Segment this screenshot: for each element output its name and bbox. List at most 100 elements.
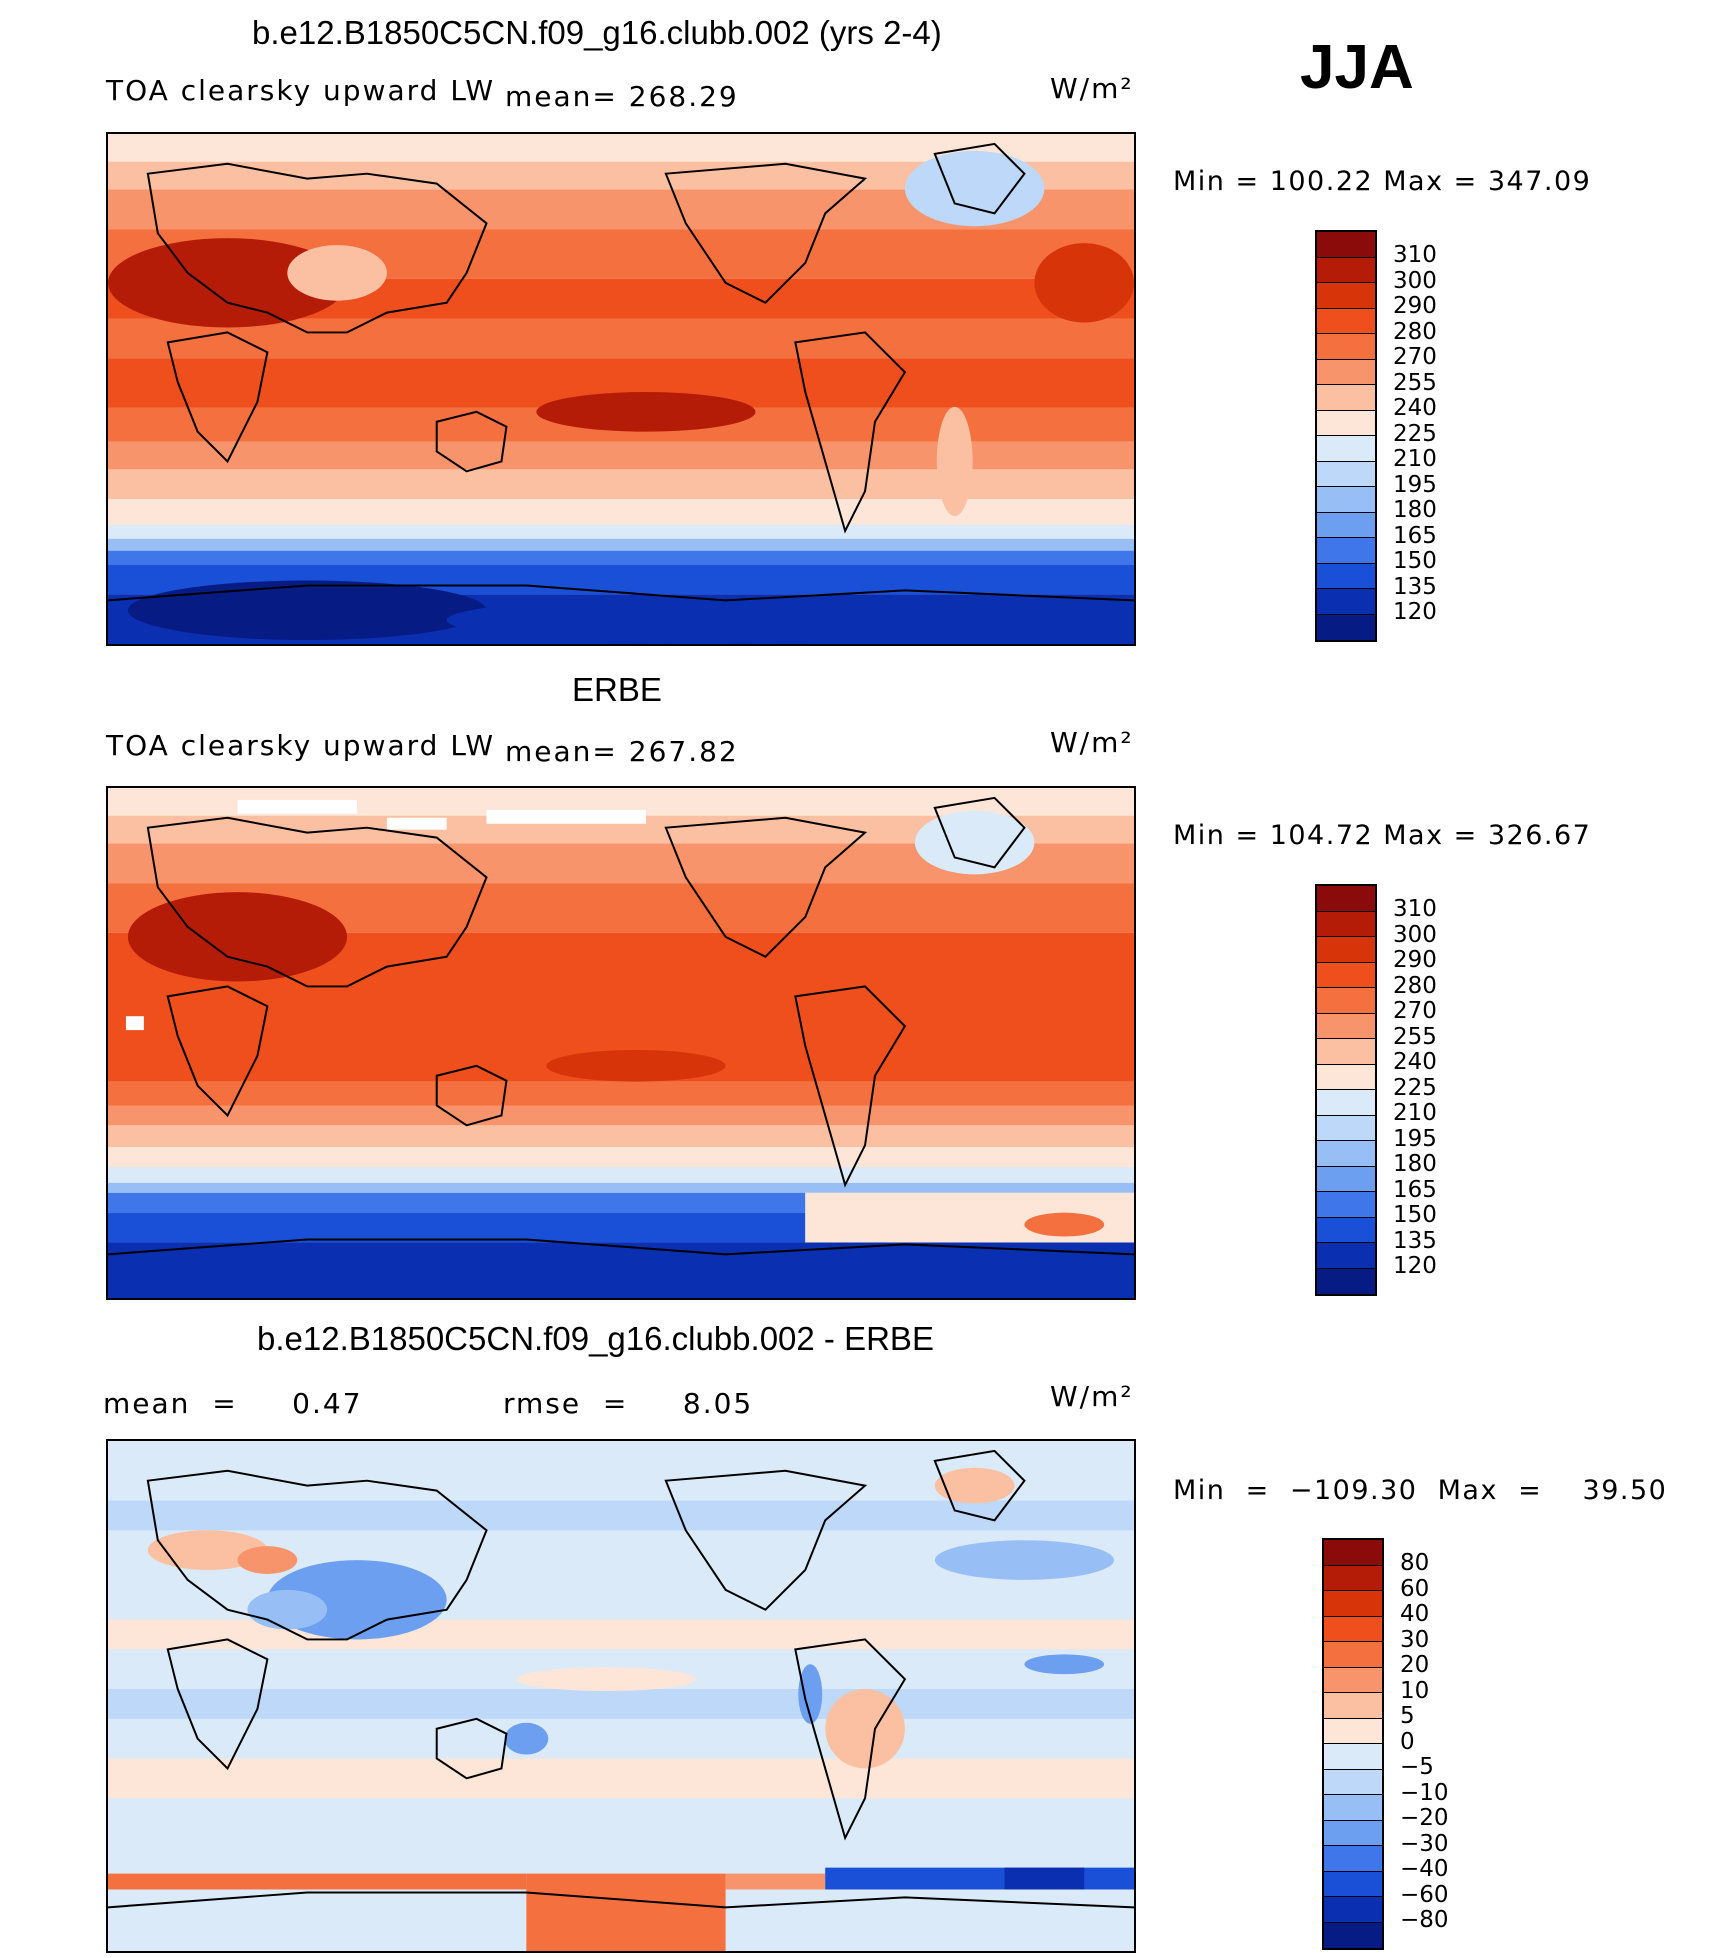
panel3-minmax: Min = −109.30 Max = 39.50 [1173,1475,1668,1506]
panel1-colorbar-swatch [1317,334,1375,360]
panel3-colorbar-swatch [1324,1693,1382,1719]
panel3-colorbar-swatch [1324,1744,1382,1770]
panel2-colorbar-swatch [1317,1192,1375,1218]
panel2-colorbar-swatch [1317,962,1375,988]
panel3-colorbar-swatch [1324,1642,1382,1668]
panel3-colorbar-swatch [1324,1922,1382,1948]
panel2-variable: TOA clearsky upward LW [106,729,496,762]
panel3-colorbar-swatch [1324,1846,1382,1872]
panel3-colorbar-swatch [1324,1718,1382,1744]
panel3-colorbar-label: −5 [1400,1754,1434,1780]
panel2-colorbar-swatch [1317,911,1375,937]
panel3-colorbar-label: −80 [1400,1907,1449,1933]
panel3-colorbar-label: −20 [1400,1805,1449,1831]
panel2-colorbar-swatch [1317,1217,1375,1243]
panel2-colorbar-label: 225 [1393,1074,1437,1101]
panel2-colorbar-label: 120 [1393,1253,1437,1279]
panel1-mean: mean= 268.29 [505,80,739,113]
panel3-colorbar-label: 60 [1400,1575,1430,1602]
panel3-colorbar-swatch [1324,1795,1382,1821]
panel2-colorbar-swatch [1317,886,1375,912]
panel1-units: W/m² [1050,72,1134,105]
panel1-colorbar-label: 225 [1393,420,1437,447]
panel3-colorbar-label: 40 [1400,1601,1430,1627]
panel2-colorbar-swatch [1317,988,1375,1014]
panel2-colorbar-label: 240 [1393,1049,1437,1075]
panel1-colorbar-swatch [1317,512,1375,538]
panel3-mean: mean = 0.47 [103,1387,363,1420]
season-label: JJA [1300,33,1414,102]
panel3-map [106,1439,1136,1953]
panel1-colorbar-swatch [1317,487,1375,513]
panel1-colorbar-swatch [1317,359,1375,385]
panel3-colorbar-label: −40 [1400,1856,1449,1882]
panel2-mean: mean= 267.82 [505,735,739,768]
panel1-minmax: Min = 100.22 Max = 347.09 [1173,166,1592,197]
panel2-minmax: Min = 104.72 Max = 326.67 [1173,820,1592,851]
panel3-colorbar-label: 5 [1400,1703,1415,1729]
panel1-colorbar-swatch [1317,308,1375,334]
panel2-colorbar-swatch [1317,1166,1375,1192]
panel1-map [106,132,1136,646]
panel1-colorbar-label: 195 [1393,471,1437,498]
panel3-field [108,1441,1134,1951]
panel2-colorbar-label: 210 [1393,1100,1437,1126]
panel3-colorbar-swatch [1324,1897,1382,1923]
panel1-colorbar-label: 310 [1393,242,1437,268]
panel2-colorbar-label: 180 [1393,1151,1437,1177]
panel1-colorbar-label: 165 [1393,522,1437,549]
panel1-variable: TOA clearsky upward LW [106,74,496,107]
panel3-colorbar-swatch [1324,1667,1382,1693]
panel2-title: ERBE [572,671,662,708]
panel2-colorbar-swatch [1317,1064,1375,1090]
panel2-field [108,788,1134,1298]
panel2-colorbar-label: 280 [1393,972,1437,999]
panel2-colorbar-swatch [1317,1090,1375,1116]
panel2-colorbar-label: 150 [1393,1202,1437,1228]
panel2-colorbar-label: 195 [1393,1125,1437,1152]
panel1-colorbar-swatch [1317,538,1375,564]
panel3-colorbar-label: −30 [1400,1830,1449,1857]
panel3-colorbar-swatch [1324,1591,1382,1617]
panel2-colorbar-swatch [1317,1115,1375,1141]
panel2-colorbar-label: 290 [1393,947,1437,973]
panel2-colorbar-swatch [1317,1268,1375,1294]
panel1-colorbar-label: 180 [1393,497,1437,523]
panel3-colorbar-label: 80 [1400,1550,1430,1576]
panel2-colorbar-swatch [1317,937,1375,963]
panel3-colorbar-swatch [1324,1616,1382,1642]
panel1-colorbar-label: 210 [1393,446,1437,472]
panel3-colorbar-label: 20 [1400,1652,1430,1678]
panel2-units: W/m² [1050,726,1134,759]
panel1-colorbar-swatch [1317,385,1375,411]
panel1-field [108,134,1134,644]
panel1-colorbar-swatch [1317,436,1375,462]
panel3-colorbar-swatch [1324,1565,1382,1591]
panel3-title: b.e12.B1850C5CN.f09_g16.clubb.002 - ERBE [257,1320,934,1357]
panel1-title: b.e12.B1850C5CN.f09_g16.clubb.002 (yrs 2… [252,14,942,51]
panel2-colorbar-label: 270 [1393,998,1437,1024]
panel3-colorbar-label: 0 [1400,1728,1415,1755]
panel1-colorbar-swatch [1317,232,1375,258]
panel1-colorbar-swatch [1317,614,1375,640]
panel3-colorbar-swatch [1324,1769,1382,1795]
panel3-colorbar-label: 30 [1400,1626,1430,1653]
panel2-map [106,786,1136,1300]
panel1-colorbar-swatch [1317,589,1375,615]
panel2-colorbar-swatch [1317,1141,1375,1167]
panel3-colorbar-swatch [1324,1820,1382,1846]
panel1-colorbar-label: 270 [1393,344,1437,370]
panel3-colorbar-label: −60 [1400,1881,1449,1908]
panel1-colorbar-swatch [1317,563,1375,589]
panel1-colorbar-swatch [1317,283,1375,309]
panel1-colorbar-label: 135 [1393,573,1437,600]
panel1-colorbar-label: 120 [1393,599,1437,625]
panel1-colorbar-label: 255 [1393,369,1437,396]
panel3-rmse: rmse = 8.05 [503,1387,754,1420]
panel1-colorbar-label: 300 [1393,267,1437,294]
panel2-colorbar-swatch [1317,1013,1375,1039]
panel1-colorbar-swatch [1317,257,1375,283]
panel1-colorbar-swatch [1317,461,1375,487]
panel1-colorbar-label: 290 [1393,293,1437,319]
panel1-colorbar-label: 280 [1393,318,1437,345]
